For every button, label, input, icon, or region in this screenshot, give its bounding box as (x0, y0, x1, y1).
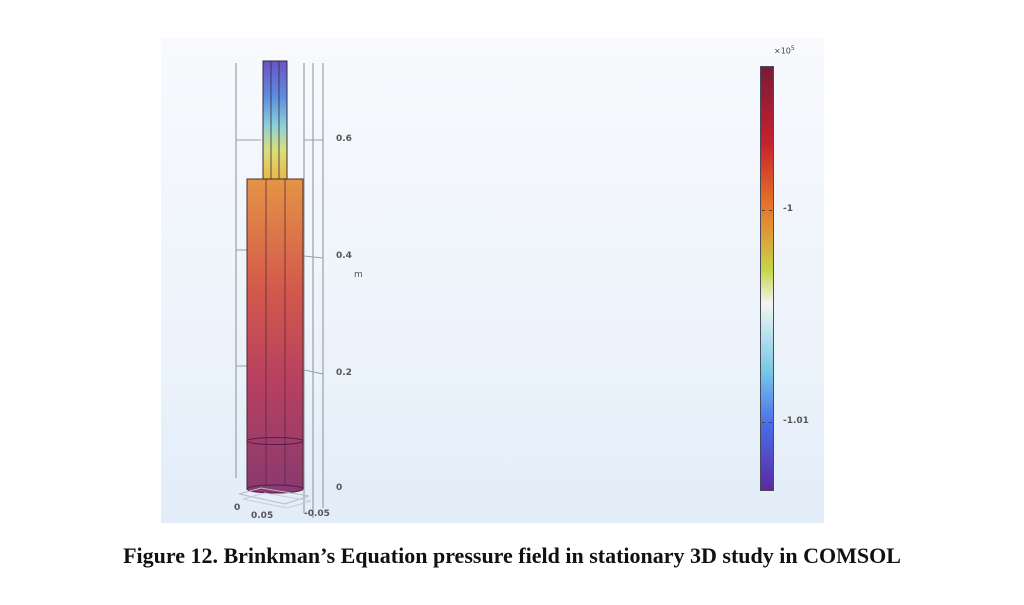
colorbar-tick (769, 422, 772, 423)
colorbar-tick (762, 210, 765, 211)
x-tick-label: -0.05 (304, 509, 330, 519)
z-tick-label: 0 (336, 483, 343, 493)
z-tick-label: 0.6 (336, 134, 352, 144)
colorbar-tick-label: -1 (783, 204, 793, 214)
colorbar-tick-label: -1.01 (783, 416, 809, 426)
z-axis-unit: m (354, 270, 363, 280)
pressure-field-geometry (235, 60, 324, 518)
figure-caption: Figure 12. Brinkman’s Equation pressure … (123, 543, 901, 568)
colorbar-tick (769, 210, 772, 211)
colorbar (760, 66, 774, 491)
x-tick-label: 0.05 (251, 511, 274, 521)
comsol-plot-area: 0.6 0.4 m 0.2 0 0 0.05 -0.05 (161, 38, 824, 523)
colorbar-multiplier: ×105 (774, 45, 795, 56)
colorbar-tick (762, 422, 765, 423)
z-tick-label: 0.4 (336, 251, 352, 261)
x-tick-label: 0 (234, 503, 241, 513)
z-tick-label: 0.2 (336, 368, 352, 378)
